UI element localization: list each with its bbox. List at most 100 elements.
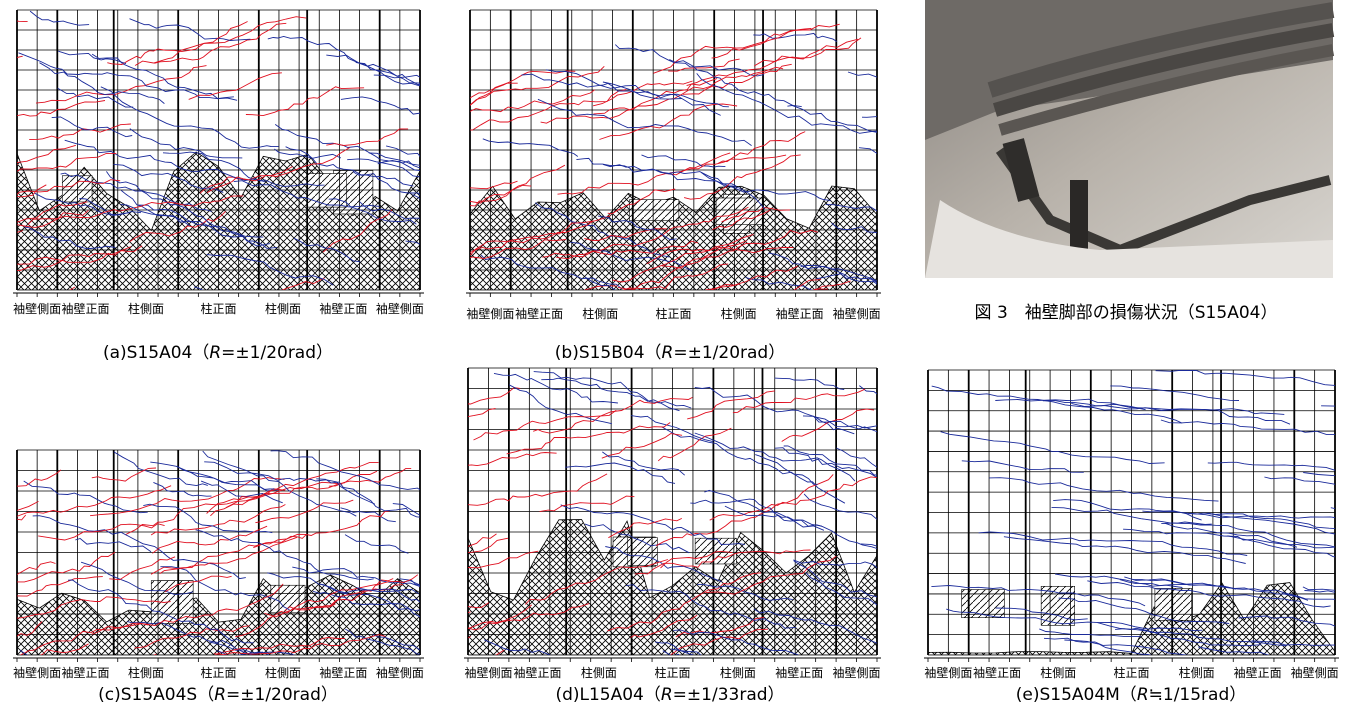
- crack: [392, 503, 420, 516]
- crack: [113, 451, 208, 487]
- caption-part: (b)S15B04（: [555, 343, 662, 363]
- crack: [607, 188, 676, 215]
- axis-label: 袖壁正面: [62, 301, 110, 316]
- crack: [235, 578, 394, 638]
- crack: [320, 583, 420, 595]
- crack: [120, 203, 271, 247]
- axis-label: 袖壁正面: [1234, 665, 1282, 680]
- caption-part: R: [209, 343, 221, 363]
- crack: [345, 628, 420, 655]
- caption-part: (d)L15A04（: [555, 685, 660, 705]
- crack: [233, 180, 380, 208]
- panel-caption: (b)S15B04（R=±1/20rad）: [555, 343, 785, 363]
- crack: [326, 54, 420, 84]
- crack: [17, 551, 116, 583]
- crack: [602, 163, 766, 210]
- crack: [470, 184, 532, 207]
- crack: [1303, 472, 1335, 477]
- caption-part: =±1/33rad）: [673, 685, 785, 705]
- crack: [152, 525, 268, 554]
- axis-label: 袖壁側面: [466, 306, 514, 321]
- crack-panel: 袖壁側面 袖壁正面 柱側面 柱正面 柱側面 袖壁正面 袖壁側面(a)S15A04（R=±1/…: [13, 9, 424, 363]
- caption-part: =±1/20rad）: [673, 343, 785, 363]
- crack: [670, 648, 702, 655]
- axis-label: 柱側面: [265, 301, 301, 316]
- crack: [17, 596, 171, 619]
- axis-label: 袖壁側面: [376, 665, 424, 680]
- crack: [470, 221, 593, 256]
- crack: [34, 192, 130, 216]
- crack: [64, 139, 266, 183]
- crack: [584, 276, 617, 290]
- crack: [17, 100, 106, 117]
- crack: [347, 158, 420, 178]
- crack: [802, 415, 877, 429]
- crack: [1043, 637, 1189, 655]
- axis-label: 柱側面: [721, 306, 757, 321]
- crack: [859, 385, 877, 395]
- crack: [200, 480, 283, 504]
- caption-part: R: [1137, 685, 1149, 705]
- crack: [206, 254, 334, 286]
- crack: [204, 461, 376, 505]
- crack: [697, 583, 793, 601]
- crack: [385, 145, 420, 158]
- crack: [961, 460, 1084, 473]
- crack: [470, 215, 611, 254]
- crack: [661, 426, 846, 504]
- panel-caption: (a)S15A04（R=±1/20rad）: [103, 343, 333, 363]
- crack: [542, 240, 699, 258]
- crack: [468, 550, 539, 569]
- crack: [150, 461, 275, 490]
- crack: [482, 138, 579, 157]
- crack: [18, 52, 238, 101]
- crack: [90, 477, 285, 517]
- crack: [570, 241, 693, 272]
- crack: [565, 462, 676, 484]
- crack: [534, 202, 670, 258]
- crack: [470, 70, 576, 99]
- axis-label: 柱側面: [581, 665, 617, 680]
- crack: [669, 59, 802, 108]
- crack: [1110, 385, 1240, 401]
- crack: [91, 467, 157, 482]
- crack: [800, 265, 877, 285]
- crack: [816, 273, 877, 283]
- crack: [17, 621, 43, 637]
- crack: [861, 116, 877, 118]
- crack-panel: 袖壁側面 袖壁正面 柱側面 柱正面 柱側面 袖壁正面 袖壁側面(d)L15A04（R=±1/…: [464, 367, 881, 705]
- crack: [24, 226, 116, 249]
- crack: [576, 157, 737, 187]
- crack: [1302, 586, 1335, 591]
- crack: [524, 559, 669, 605]
- crack: [995, 607, 1088, 621]
- crack: [468, 537, 509, 553]
- crack: [134, 16, 307, 66]
- figure-caption: 図 3 袖壁脚部の損傷状況（S15A04）: [975, 303, 1278, 323]
- axis-label: 柱側面: [1179, 665, 1215, 680]
- crack: [1132, 579, 1309, 601]
- axis-label: 柱正面: [200, 301, 236, 316]
- axis-label: 袖壁正面: [62, 665, 110, 680]
- crack: [129, 128, 243, 159]
- crack: [468, 408, 496, 418]
- crack: [1119, 579, 1335, 600]
- crack: [468, 603, 590, 631]
- crack: [584, 228, 667, 241]
- caption-part: R: [662, 343, 674, 363]
- axis-label: 柱正面: [654, 665, 690, 680]
- axis-label: 袖壁正面: [319, 301, 367, 316]
- crack: [340, 96, 420, 115]
- crack: [274, 148, 342, 159]
- crack: [753, 32, 838, 42]
- crack: [653, 23, 840, 74]
- crack: [1227, 535, 1335, 558]
- crack: [755, 454, 818, 485]
- crack: [245, 86, 365, 117]
- axis-label: 柱側面: [582, 306, 618, 321]
- crack: [753, 38, 859, 67]
- crack: [599, 103, 738, 140]
- crack: [1238, 615, 1335, 627]
- crack: [1321, 405, 1335, 407]
- crack: [607, 572, 762, 632]
